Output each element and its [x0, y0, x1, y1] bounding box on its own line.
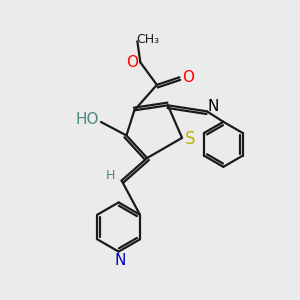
Text: N: N: [207, 99, 219, 114]
Text: HO: HO: [76, 112, 99, 127]
Text: N: N: [114, 253, 126, 268]
Text: O: O: [182, 70, 194, 85]
Text: H: H: [106, 169, 115, 182]
Text: CH₃: CH₃: [136, 33, 159, 46]
Text: S: S: [185, 130, 196, 148]
Text: O: O: [126, 55, 138, 70]
